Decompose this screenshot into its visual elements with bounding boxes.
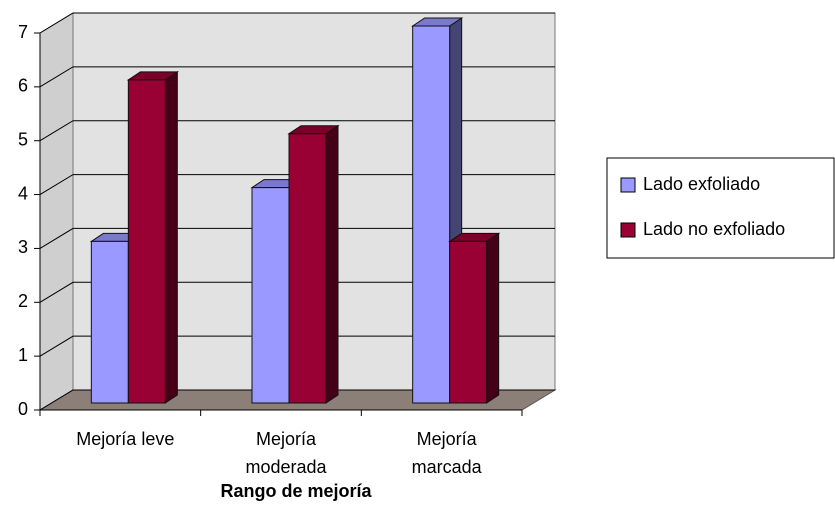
x-tick-label: marcada: [412, 457, 483, 477]
y-tick-label: 6: [18, 76, 28, 96]
grid-line: [39, 120, 555, 142]
x-tick-label: Mejoría: [256, 429, 317, 449]
grid-line: [39, 66, 555, 88]
y-tick-label: 0: [18, 399, 28, 419]
y-tick-label: 5: [18, 129, 28, 149]
bar: [287, 124, 340, 404]
bar-front: [288, 133, 327, 404]
bar-front: [449, 240, 488, 404]
x-tick-label: Mejoría: [417, 429, 478, 449]
grid-line: [39, 281, 555, 303]
bar: [126, 70, 179, 404]
grid-line: [39, 174, 555, 195]
x-tick-label: moderada: [245, 457, 327, 477]
bar: [448, 232, 501, 404]
bar-side: [164, 70, 178, 404]
y-tick-label: 3: [18, 237, 28, 257]
y-tick-label: 7: [18, 22, 28, 42]
grid-line: [39, 335, 555, 357]
grid-line: [39, 227, 555, 249]
bar-front: [251, 187, 290, 404]
y-tick-label: 4: [18, 183, 28, 203]
grid-line: [39, 12, 555, 34]
y-tick-label: 2: [18, 291, 28, 311]
x-axis-title: Rango de mejoría: [220, 481, 372, 501]
legend-swatch: [620, 222, 636, 238]
legend-box: [606, 157, 835, 259]
legend-swatch: [620, 177, 636, 193]
bar-front: [412, 25, 451, 404]
side-wall: [39, 12, 74, 411]
legend-label: Lado no exfoliado: [643, 219, 785, 239]
bar-front: [90, 240, 129, 404]
grid-line: [39, 389, 555, 411]
legend-label: Lado exfoliado: [643, 174, 760, 194]
y-tick-label: 1: [18, 345, 28, 365]
x-tick-label: Mejoría leve: [76, 429, 174, 449]
bar-side: [486, 232, 500, 404]
bar-side: [325, 124, 339, 404]
bar-front: [127, 79, 166, 404]
